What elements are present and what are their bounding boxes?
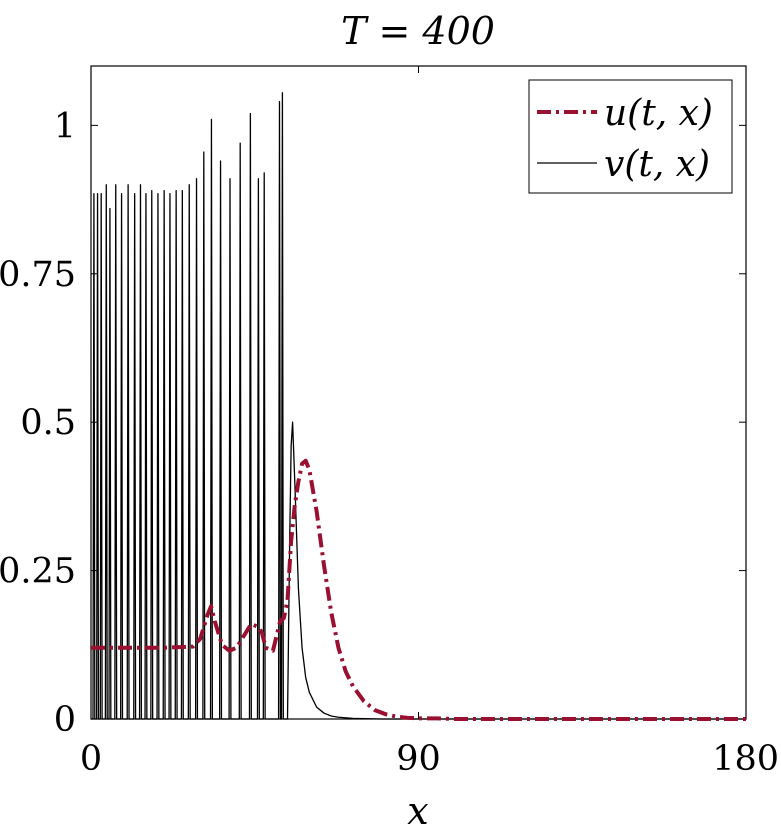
y-tick-label: 1 [54,106,76,146]
series-u-line [91,458,746,721]
legend: u(t, x) v(t, x) [528,79,733,194]
y-tick-label: 0 [54,700,76,740]
legend-box [528,79,733,194]
series-u [91,458,746,721]
x-tick-label: 90 [396,739,441,779]
chart-title: T = 400 [341,9,495,53]
legend-label-v: v(t, x) [604,144,710,185]
y-tick-label: 0.5 [20,403,76,443]
y-tick-label: 0.75 [0,255,76,295]
x-tick-label: 0 [80,739,102,779]
x-axis-label: x [407,789,428,833]
series-v-line [91,92,746,720]
series-v [91,92,746,720]
y-axis: 0 0.25 0.5 0.75 1 [0,106,746,740]
legend-label-u: u(t, x) [604,93,713,134]
x-tick-label: 180 [712,739,779,779]
x-axis: 0 90 180 [80,66,779,779]
y-tick-label: 0.25 [0,552,76,592]
